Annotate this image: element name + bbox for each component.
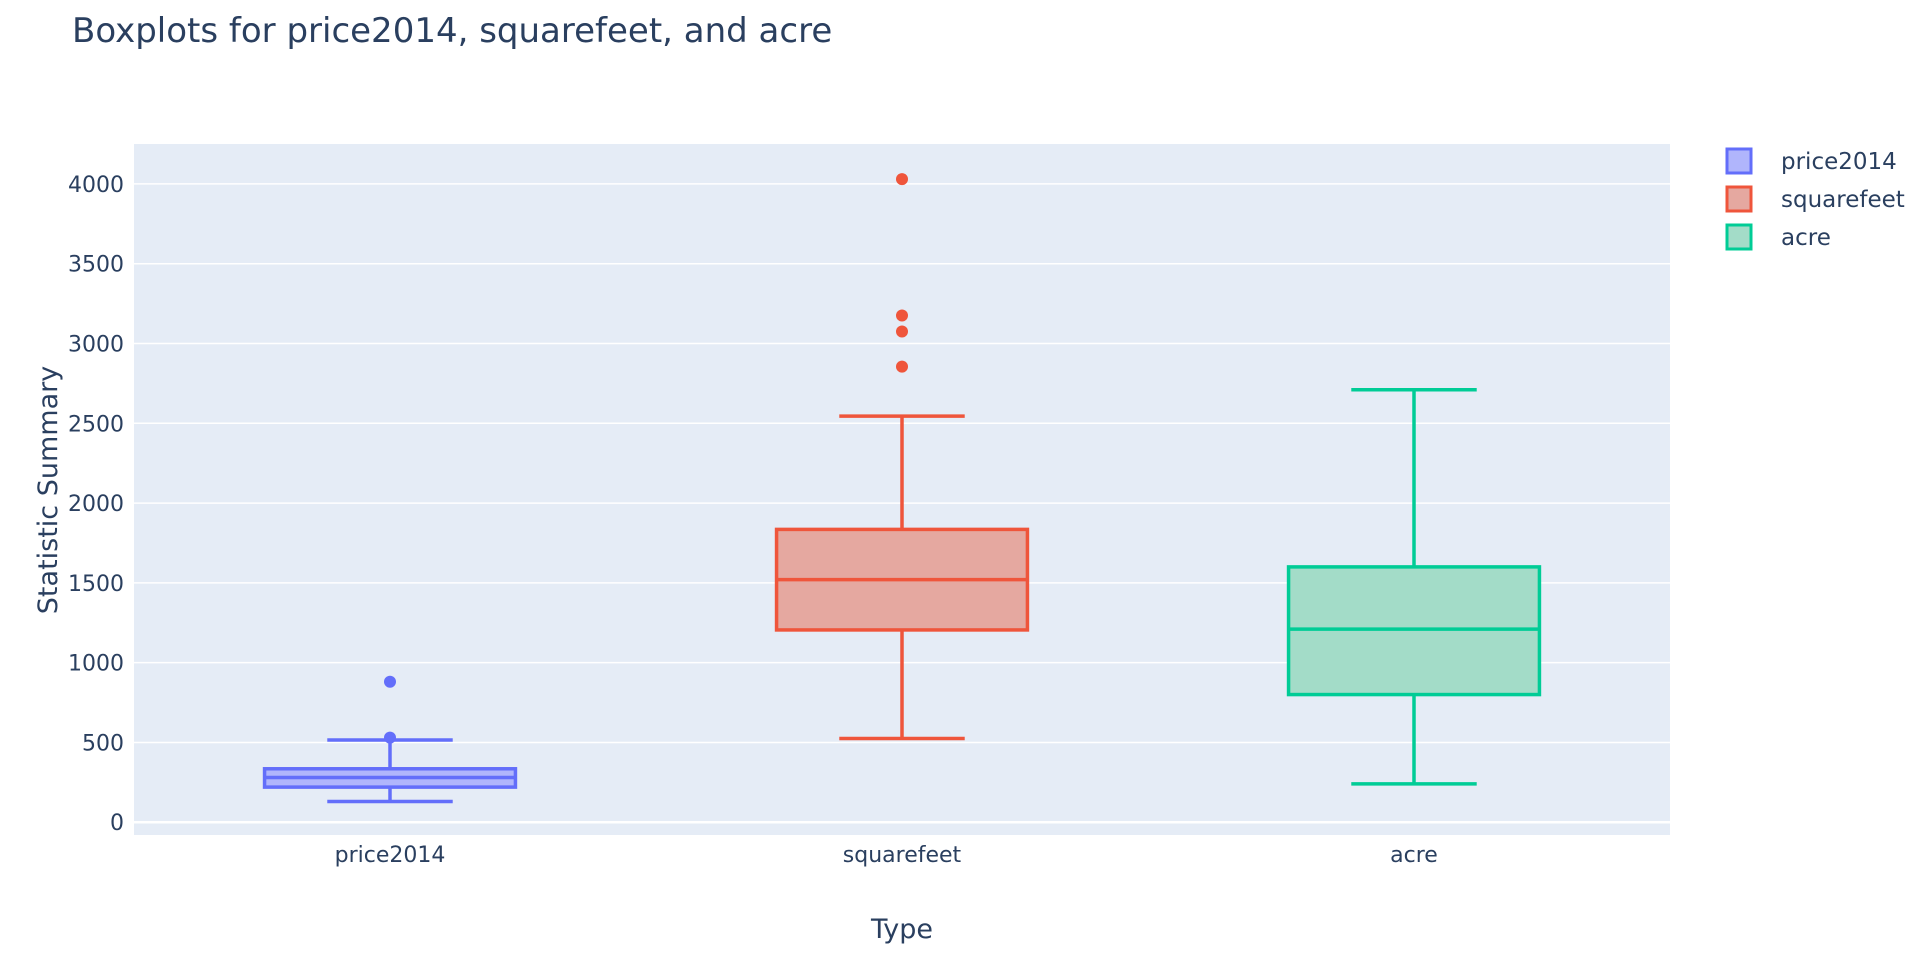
- outlier-point: [384, 731, 396, 744]
- y-axis-title: Statistic Summary: [33, 366, 64, 614]
- legend-item-squarefeet: squarefeet: [1725, 185, 1905, 213]
- y-tick-label: 3500: [68, 253, 124, 278]
- box-trace-squarefeet: [774, 173, 1030, 741]
- outlier-point: [896, 173, 908, 186]
- box-trace-price2014: [262, 675, 518, 804]
- outlier-point: [896, 309, 908, 322]
- y-tick-label: 1500: [68, 572, 124, 597]
- legend-label: price2014: [1781, 149, 1897, 175]
- legend-label: squarefeet: [1781, 187, 1905, 213]
- x-tick-label: acre: [1390, 843, 1438, 868]
- y-tick-label: 2000: [68, 492, 124, 517]
- y-tick-label: 2500: [68, 412, 124, 437]
- x-tick-label: squarefeet: [843, 843, 962, 868]
- x-tick-label: price2014: [335, 843, 446, 868]
- box-traces: [262, 173, 1542, 804]
- legend-swatch: [1725, 185, 1753, 213]
- legend: price2014 squarefeet acre: [1725, 147, 1905, 251]
- legend-swatch: [1725, 223, 1753, 251]
- y-tick-label: 0: [110, 811, 124, 836]
- outlier-point: [896, 325, 908, 338]
- y-tick-label: 1000: [68, 652, 124, 677]
- x-axis-title: Type: [870, 914, 933, 945]
- legend-item-price2014: price2014: [1725, 147, 1897, 175]
- y-tick-label: 3000: [68, 332, 124, 357]
- x-axis-ticks: price2014 squarefeet acre: [335, 843, 1438, 868]
- outlier-point: [896, 360, 908, 373]
- chart-title: Boxplots for price2014, squarefeet, and …: [72, 11, 832, 51]
- y-tick-label: 500: [82, 731, 124, 756]
- legend-label: acre: [1781, 225, 1831, 251]
- outlier-point: [384, 675, 396, 688]
- legend-swatch: [1725, 147, 1753, 175]
- y-axis-ticks: 0 500 1000 1500 2000 2500 3000 3500 4000: [68, 173, 124, 836]
- legend-item-acre: acre: [1725, 223, 1831, 251]
- box-trace-acre: [1286, 388, 1542, 786]
- y-tick-label: 4000: [68, 173, 124, 198]
